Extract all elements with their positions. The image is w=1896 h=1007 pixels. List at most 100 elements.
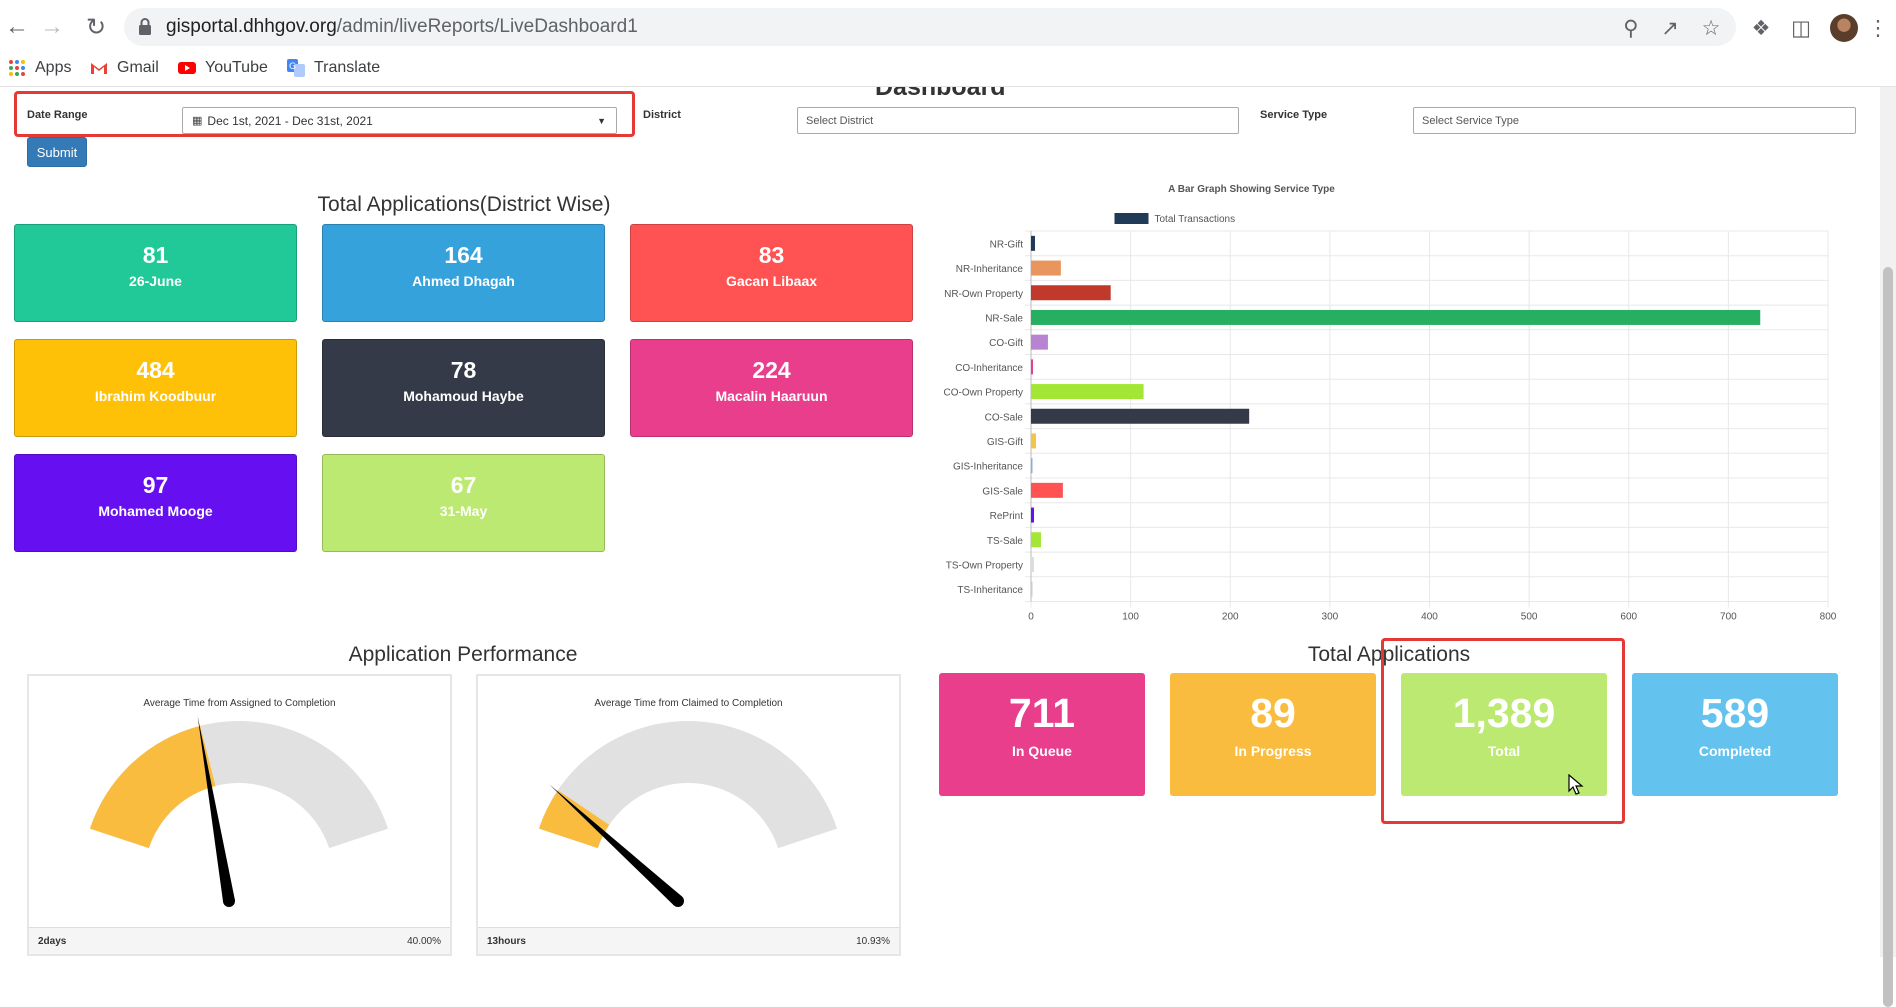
bar-nr-sale <box>1031 309 1761 325</box>
mouse-cursor-icon <box>1568 774 1584 795</box>
submit-button[interactable]: Submit <box>27 137 87 167</box>
star-icon[interactable]: ☆ <box>1701 16 1721 40</box>
bookmark-label: Translate <box>314 59 381 76</box>
district-section-title: Total Applications(District Wise) <box>317 193 611 216</box>
page-title: Dashboard <box>875 87 1006 97</box>
stat-value: 711 <box>1008 690 1076 736</box>
y-tick-label: TS-Sale <box>987 536 1024 547</box>
translate-icon: G <box>287 59 305 77</box>
x-tick-label: 800 <box>1820 612 1837 623</box>
highlight-box-total <box>1381 638 1625 824</box>
stat-card-total[interactable]: 1,389 Total <box>1401 673 1607 796</box>
stat-label: Completed <box>1698 743 1772 759</box>
y-tick-label: NR-Inheritance <box>956 264 1024 275</box>
gauge-footer-time: 2days <box>38 936 67 947</box>
district-card[interactable]: 67 31-May <box>322 454 605 552</box>
district-card[interactable]: 224 Macalin Haaruun <box>630 339 913 437</box>
chart-title: A Bar Graph Showing Service Type <box>1168 184 1335 195</box>
stat-label: In Progress <box>1234 743 1312 759</box>
bar-gis-sale <box>1031 482 1063 498</box>
stat-card-completed[interactable]: 589 Completed <box>1632 673 1838 796</box>
gauge-title: Average Time from Claimed to Completion <box>594 698 783 709</box>
zoom-icon[interactable]: ⚲ <box>1623 16 1639 40</box>
district-card-name: Gacan Libaax <box>725 273 818 289</box>
district-card[interactable]: 78 Mohamoud Haybe <box>322 339 605 437</box>
youtube-icon <box>178 62 196 74</box>
district-select[interactable]: Select District <box>797 107 1239 134</box>
gauge-needle-pivot <box>672 895 684 907</box>
y-tick-label: CO-Inheritance <box>955 363 1023 374</box>
share-icon[interactable]: ↗ <box>1661 16 1679 40</box>
gauge-needle <box>197 716 235 903</box>
performance-section-title: Application Performance <box>348 643 578 666</box>
y-tick-label: NR-Gift <box>990 239 1024 250</box>
y-tick-label: GIS-Inheritance <box>953 462 1023 473</box>
service-type-bar-chart: A Bar Graph Showing Service Type Total Tr… <box>944 184 1837 623</box>
service-type-placeholder: Select Service Type <box>1422 114 1520 127</box>
gauge-track <box>538 721 838 849</box>
gauge-title: Average Time from Assigned to Completion <box>143 698 336 709</box>
page-scrollbar[interactable] <box>1880 87 1896 1007</box>
forward-arrow-icon[interactable]: → <box>40 13 64 40</box>
gmail-icon <box>91 63 107 74</box>
gauge-footer: 2days 40.00% <box>29 927 450 954</box>
date-range-picker[interactable]: ▦ Dec 1st, 2021 - Dec 31st, 2021 ▼ <box>182 107 617 134</box>
legend-swatch <box>1114 213 1149 224</box>
avatar[interactable] <box>1830 14 1858 42</box>
scrollbar-thumb[interactable] <box>1883 267 1893 1007</box>
back-arrow-icon[interactable]: ← <box>5 13 29 40</box>
bookmark-translate[interactable]: G Translate <box>287 58 380 78</box>
district-label: District <box>643 109 681 121</box>
district-card-name: Ibrahim Koodbuur <box>94 388 217 404</box>
district-card-name: Mohamoud Haybe <box>403 388 524 404</box>
gauge-panel-assigned: Average Time from Assigned to Completion… <box>27 674 452 956</box>
bar-co-gift <box>1031 334 1048 350</box>
side-panel-icon[interactable]: ◫ <box>1791 16 1811 40</box>
gauge-fill <box>89 725 216 849</box>
address-bar[interactable] <box>124 8 1736 46</box>
url-text[interactable]: gisportal.dhhgov.org/admin/liveReports/L… <box>166 16 638 38</box>
district-card-value: 78 <box>450 357 477 383</box>
stat-value: 1,389 <box>1452 690 1556 736</box>
district-card[interactable]: 484 Ibrahim Koodbuur <box>14 339 297 437</box>
district-card[interactable]: 97 Mohamed Mooge <box>14 454 297 552</box>
x-tick-label: 0 <box>1028 612 1034 623</box>
bookmark-youtube[interactable]: YouTube <box>178 58 268 78</box>
y-tick-label: CO-Sale <box>985 412 1024 423</box>
calendar-icon: ▦ <box>192 115 203 127</box>
district-card-name: 31-May <box>439 503 488 519</box>
browser-toolbar: ← → ↻ gisportal.dhhgov.org/admin/liveRep… <box>0 0 1896 87</box>
url-path: /admin/liveReports/LiveDashboard1 <box>336 16 638 37</box>
district-card[interactable]: 164 Ahmed Dhagah <box>322 224 605 322</box>
date-range-value: Dec 1st, 2021 - Dec 31st, 2021 <box>207 113 373 128</box>
more-menu-icon[interactable]: ⋮ <box>1867 16 1889 40</box>
bar-co-sale <box>1031 408 1250 424</box>
bookmark-label: YouTube <box>205 59 268 76</box>
district-card-value: 97 <box>142 472 169 498</box>
y-tick-label: GIS-Sale <box>982 486 1023 497</box>
x-tick-label: 500 <box>1521 612 1538 623</box>
stat-card-in-queue[interactable]: 711 In Queue <box>939 673 1145 796</box>
x-tick-label: 400 <box>1421 612 1438 623</box>
caret-down-icon: ▼ <box>597 115 606 126</box>
bar-nr-inheritance <box>1031 260 1061 276</box>
stat-card-in-progress[interactable]: 89 In Progress <box>1170 673 1376 796</box>
gauge-footer-time: 13hours <box>487 936 526 947</box>
district-card-value: 484 <box>136 357 175 383</box>
gauge-footer-percent: 40.00% <box>407 936 441 947</box>
service-type-select[interactable]: Select Service Type <box>1413 107 1856 134</box>
district-card[interactable]: 83 Gacan Libaax <box>630 224 913 322</box>
reload-icon[interactable]: ↻ <box>85 13 107 41</box>
district-card-value: 83 <box>758 242 785 268</box>
stat-value: 589 <box>1700 690 1770 736</box>
stat-label: In Queue <box>1012 743 1072 759</box>
y-tick-label: CO-Gift <box>989 338 1023 349</box>
date-range-label: Date Range <box>27 109 88 121</box>
bookmark-gmail[interactable]: Gmail <box>90 58 159 78</box>
bookmark-apps[interactable]: Apps <box>8 58 71 78</box>
extensions-icon[interactable]: ❖ <box>1751 16 1771 40</box>
svg-text:G: G <box>289 62 296 72</box>
y-tick-label: TS-Inheritance <box>957 585 1023 596</box>
bar-ts-own-property <box>1031 556 1034 572</box>
district-card[interactable]: 81 26-June <box>14 224 297 322</box>
